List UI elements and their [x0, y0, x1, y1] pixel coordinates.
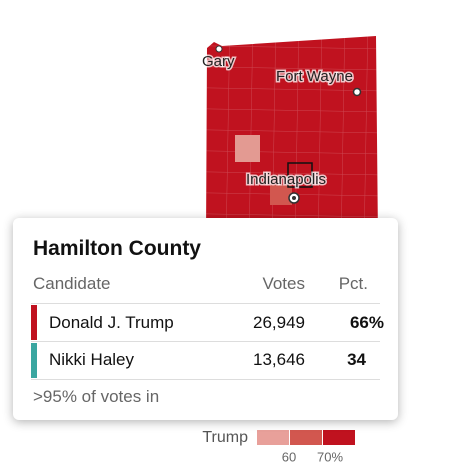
tooltip-title: Hamilton County: [33, 237, 201, 260]
column-header: Candidate: [33, 274, 111, 293]
separator: [31, 341, 380, 342]
separator: [31, 379, 380, 380]
column-header: Votes: [262, 274, 305, 293]
county-mid: [270, 185, 292, 205]
candidate-name: Donald J. Trump: [49, 313, 174, 332]
city-label: Indianapolis: [246, 171, 326, 188]
party-bar: [31, 343, 37, 378]
legend-swatch: [290, 430, 322, 445]
legend-label: 60: [282, 449, 296, 464]
legend-title: Trump: [202, 429, 248, 446]
percent: 66%: [349, 313, 384, 332]
votes: 26,949: [253, 313, 305, 332]
city-label: Fort Wayne: [276, 68, 353, 85]
separator: [31, 303, 380, 304]
party-bar: [31, 305, 37, 340]
legend-label: 70%: [317, 449, 343, 464]
column-header: Pct.: [338, 274, 368, 293]
votes: 13,646: [253, 350, 305, 369]
city-label: Gary: [202, 53, 235, 70]
county-highlight: [287, 162, 313, 188]
percent: 34: [347, 350, 366, 369]
legend-swatch: [257, 430, 289, 445]
legend-swatch: [323, 430, 355, 445]
candidate-name: Nikki Haley: [49, 350, 135, 369]
city-dot: [352, 87, 362, 97]
reporting-note: >95% of votes in: [33, 387, 160, 406]
county-light: [235, 135, 260, 162]
city-dot: [215, 45, 223, 53]
city-dot: [292, 196, 296, 200]
tooltip: Hamilton County Candidate Votes Pct. Don…: [13, 218, 398, 420]
county-borders: [206, 36, 378, 240]
